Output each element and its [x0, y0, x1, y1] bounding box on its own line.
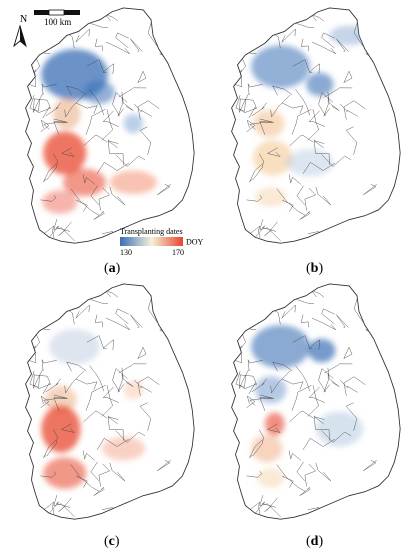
admin-boundaries [25, 7, 401, 520]
boundary-lines-b [231, 7, 401, 244]
boundary-lines-d [231, 283, 401, 520]
panel-labels: (a) (b) (c) (d) [104, 261, 323, 549]
scale-bar: 100 km [34, 9, 80, 27]
panel-label-d: (d) [306, 534, 323, 549]
north-label: N [20, 14, 27, 25]
north-arrow: N [13, 14, 27, 48]
panel-label-c: (c) [104, 534, 120, 549]
legend-min: 130 [120, 248, 132, 257]
legend-unit: DOY [186, 238, 204, 247]
legend-title: Transplanting dates [120, 227, 183, 236]
panel-b [231, 7, 401, 244]
legend-colorbar [120, 237, 183, 246]
panel-a [25, 7, 195, 244]
panel-label-a: (a) [104, 261, 121, 276]
legend: Transplanting dates DOY 130 170 [120, 227, 204, 257]
legend-max: 170 [172, 248, 184, 257]
panel-c [25, 283, 195, 520]
panel-c-heat [41, 329, 146, 489]
scale-bar-label: 100 km [44, 17, 71, 27]
panel-label-b: (b) [306, 261, 323, 276]
panel-d [231, 283, 401, 520]
